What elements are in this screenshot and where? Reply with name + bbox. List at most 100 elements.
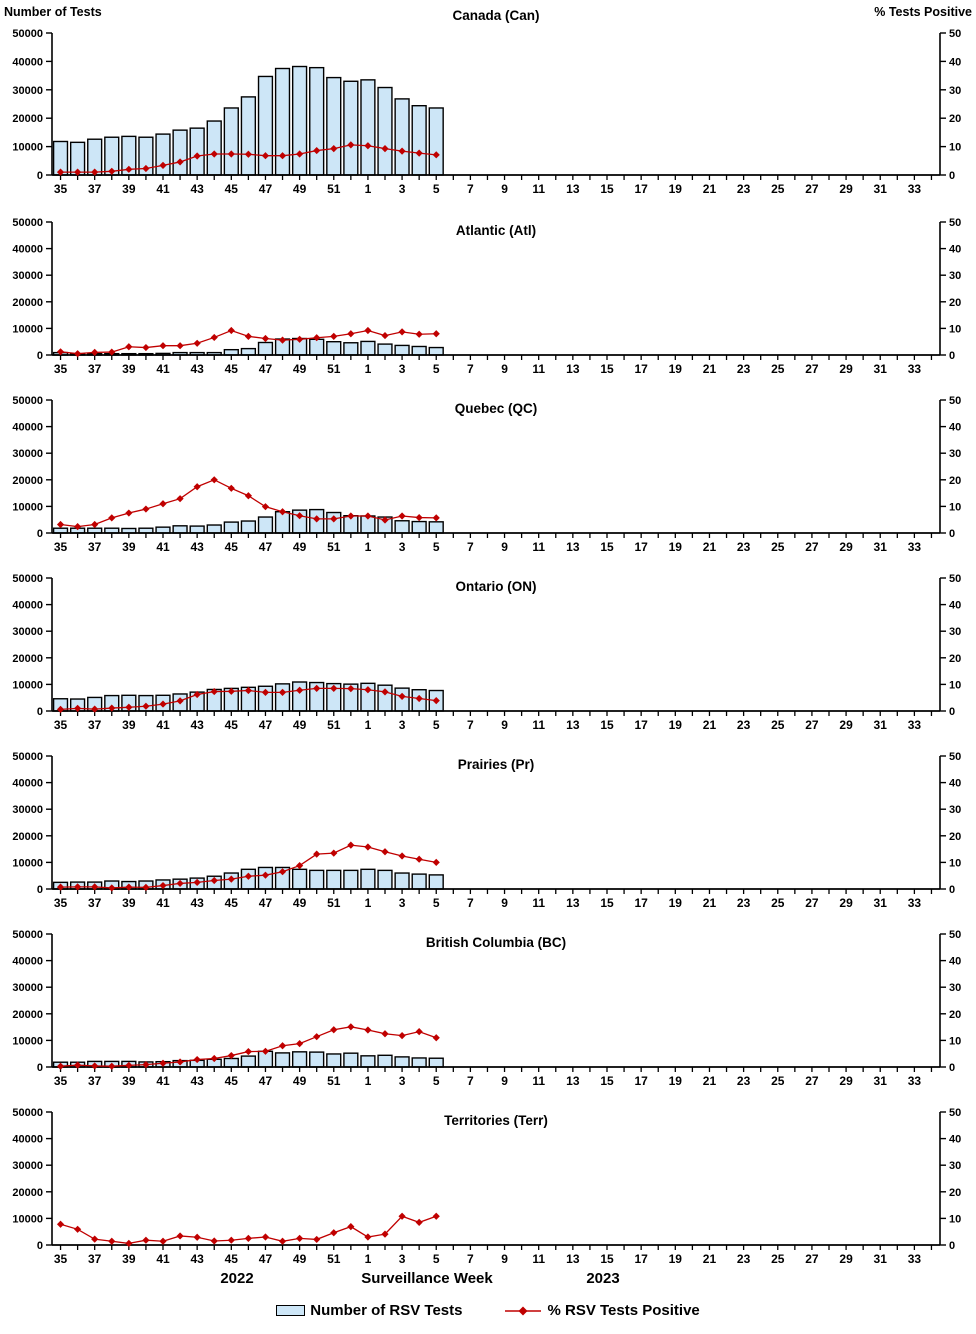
pct-marker-week-47 — [261, 688, 270, 696]
pct-marker-week-46 — [244, 150, 252, 158]
left-tick-label: 10000 — [12, 857, 43, 869]
legend-item-tests: Number of RSV Tests — [276, 1302, 462, 1319]
pct-marker-week-48 — [278, 336, 287, 344]
pct-marker-week-38 — [108, 1237, 116, 1245]
left-tick-label: 10000 — [12, 1035, 43, 1047]
left-tick-label: 10000 — [12, 679, 43, 691]
pct-marker-week-39 — [125, 883, 133, 891]
bar-week-4 — [411, 1057, 427, 1068]
pct-marker-week-35 — [56, 520, 65, 529]
right-tick-label: 50 — [949, 573, 961, 585]
bar-week-50 — [309, 338, 325, 356]
pct-marker-week-35 — [56, 1062, 65, 1070]
bar-week-42 — [172, 525, 188, 534]
x-tick-label: 51 — [327, 540, 341, 554]
right-tick-label: 10 — [949, 501, 961, 513]
pct-marker-week-47 — [261, 334, 270, 343]
left-tick-label: 20000 — [12, 113, 43, 125]
panel-quebec-qc-chart: Quebec (QC) 0 10000 20000 30000 40000 50000 0 10… — [12, 395, 961, 554]
pct-marker-week-48 — [278, 1237, 287, 1245]
x-tick-label: 7 — [467, 362, 474, 376]
bar-week-5 — [428, 346, 444, 356]
x-tick-label: 47 — [259, 182, 273, 196]
x-tick-label: 13 — [566, 718, 580, 732]
right-tick-label: 50 — [949, 929, 961, 941]
bar-week-44 — [206, 120, 222, 176]
x-tick-label: 45 — [225, 896, 239, 910]
pct-marker-week-51 — [330, 1026, 338, 1034]
x-tick-label: 45 — [225, 182, 239, 196]
right-tick-label: 0 — [949, 706, 955, 718]
bar-week-43 — [189, 127, 205, 176]
x-tick-label: 27 — [805, 1252, 819, 1266]
pct-marker-week-42 — [176, 342, 184, 350]
pct-marker-week-5 — [432, 514, 440, 522]
x-tick-label: 25 — [771, 1252, 785, 1266]
x-tick-label: 31 — [874, 540, 888, 554]
pct-marker-week-43 — [193, 1233, 201, 1241]
x-tick-label: 7 — [467, 1252, 474, 1266]
pct-marker-week-2 — [381, 516, 389, 524]
pct-marker-week-38 — [108, 167, 116, 175]
x-tick-label: 29 — [839, 182, 853, 196]
pct-marker-week-37 — [91, 705, 99, 713]
pct-marker-week-50 — [313, 850, 321, 858]
bar-week-48 — [274, 1052, 291, 1068]
x-tick-label: 25 — [771, 1074, 785, 1088]
right-tick-label: 40 — [949, 244, 961, 256]
x-tick-label: 29 — [839, 540, 853, 554]
x-tick-label: 27 — [805, 1074, 819, 1088]
x-tick-label: 37 — [88, 1074, 102, 1088]
x-tick-label: 25 — [771, 182, 785, 196]
x-tick-label: 43 — [190, 362, 204, 376]
x-tick-label: 1 — [365, 540, 372, 554]
pct-marker-week-35 — [56, 705, 65, 714]
x-tick-label: 33 — [908, 718, 922, 732]
right-tick-label: 0 — [949, 528, 955, 540]
x-tick-label: 35 — [54, 896, 68, 910]
bar-week-51 — [326, 1053, 342, 1068]
left-tick-label: 30000 — [12, 982, 43, 994]
pct-marker-week-41 — [159, 1059, 167, 1067]
bar-week-1 — [360, 868, 376, 890]
pct-marker-week-4 — [415, 1028, 423, 1036]
pct-marker-week-37 — [91, 520, 99, 529]
x-tick-label: 1 — [365, 896, 372, 910]
pct-marker-week-37 — [91, 1235, 99, 1243]
x-tick-label: 35 — [54, 718, 68, 732]
x-tick-label: 49 — [293, 182, 307, 196]
left-tick-label: 20000 — [12, 475, 43, 487]
pct-marker-week-46 — [244, 1047, 252, 1056]
x-tick-label: 27 — [805, 896, 819, 910]
line-marker-icon — [505, 1306, 542, 1315]
x-tick-label: 5 — [433, 896, 440, 910]
bar-week-3 — [394, 872, 410, 890]
pct-marker-week-38 — [108, 514, 116, 522]
pct-marker-week-45 — [227, 150, 235, 158]
left-tick-label: 40000 — [12, 56, 43, 68]
x-axis-title: Surveillance Week — [361, 1270, 493, 1287]
pct-marker-week-5 — [432, 330, 440, 338]
x-tick-label: 7 — [467, 718, 474, 732]
x-tick-label: 7 — [467, 540, 474, 554]
pct-marker-week-36 — [74, 168, 82, 176]
x-tick-label: 27 — [805, 718, 819, 732]
x-tick-label: 37 — [88, 718, 102, 732]
pct-marker-week-48 — [278, 1042, 287, 1050]
right-tick-label: 0 — [949, 884, 955, 896]
left-tick-label: 20000 — [12, 1187, 43, 1199]
x-tick-label: 21 — [703, 182, 717, 196]
x-tick-label: 15 — [600, 362, 614, 376]
right-axis-title: % Tests Positive — [874, 5, 972, 19]
left-tick-label: 30000 — [12, 804, 43, 816]
x-tick-label: 19 — [669, 362, 683, 376]
pct-marker-week-45 — [227, 1236, 235, 1244]
x-tick-label: 31 — [874, 182, 888, 196]
bar-week-48 — [274, 683, 291, 712]
pct-marker-week-37 — [91, 1062, 99, 1070]
x-tick-label: 35 — [54, 540, 68, 554]
x-tick-label: 47 — [259, 1252, 273, 1266]
pct-marker-week-5 — [432, 1212, 440, 1220]
bar-week-51 — [326, 340, 342, 356]
right-tick-label: 10 — [949, 679, 961, 691]
